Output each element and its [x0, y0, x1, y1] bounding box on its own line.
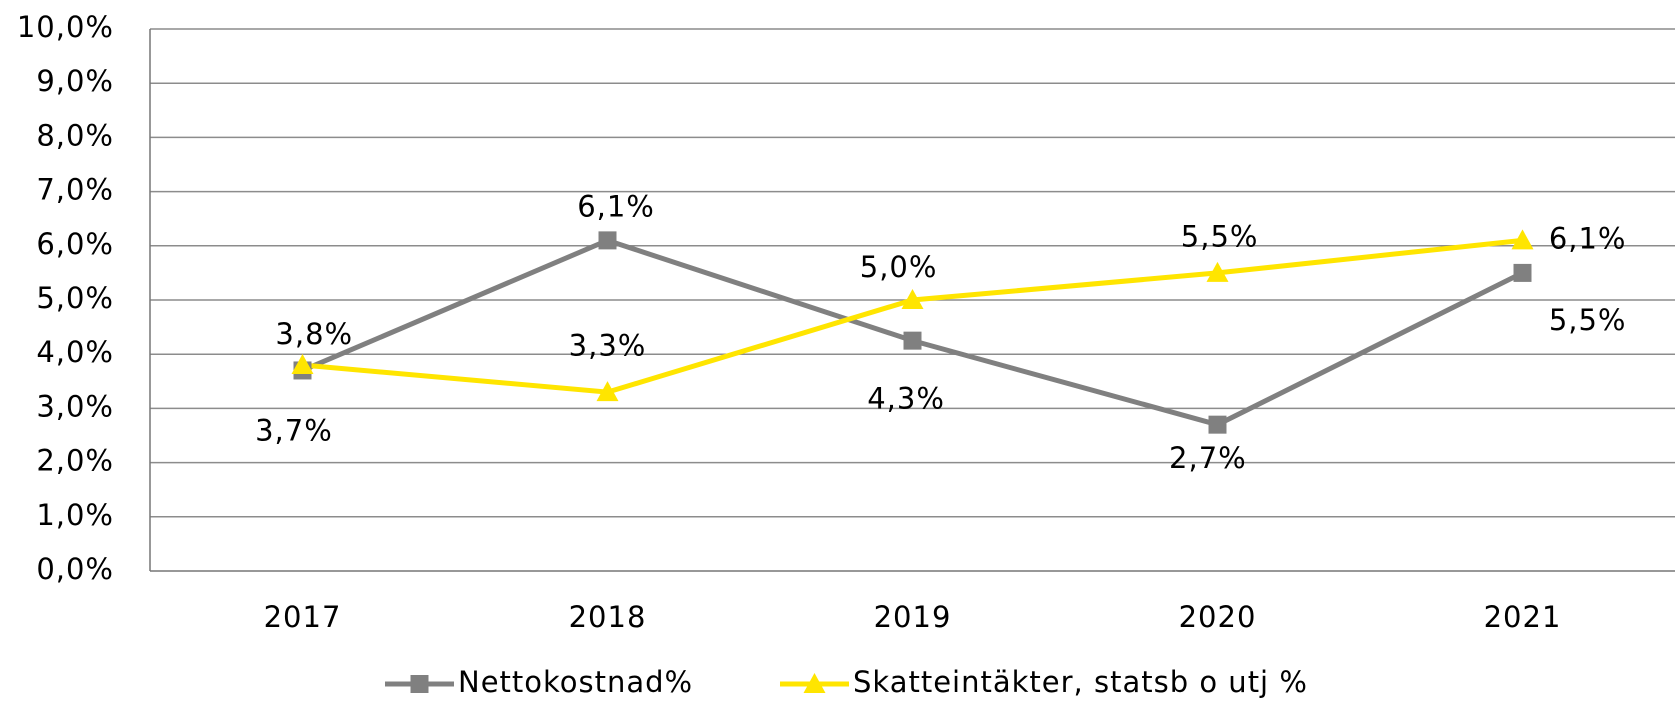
y-tick-label: 3,0%: [36, 389, 114, 423]
y-tick-label: 6,0%: [36, 227, 114, 261]
data-label: 5,5%: [1181, 220, 1259, 254]
data-label: 3,8%: [275, 317, 353, 351]
y-tick-label: 7,0%: [36, 173, 114, 207]
data-label: 4,3%: [867, 381, 945, 415]
data-point: [291, 354, 314, 375]
data-label: 5,0%: [860, 250, 938, 284]
legend-marker: [410, 675, 429, 693]
x-tick-label: 2021: [1484, 600, 1562, 634]
x-tick-label: 2019: [874, 600, 952, 634]
y-tick-label: 8,0%: [36, 118, 114, 152]
data-label: 5,5%: [1549, 303, 1627, 337]
data-label: 2,7%: [1169, 441, 1247, 475]
data-point: [903, 331, 922, 350]
data-label: 6,1%: [1549, 221, 1627, 255]
data-label: 3,3%: [569, 328, 647, 362]
data-point: [598, 231, 617, 250]
data-point: [1513, 263, 1532, 282]
data-point: [901, 289, 924, 309]
y-tick-label: 5,0%: [36, 281, 114, 315]
y-tick-label: 9,0%: [36, 64, 114, 98]
y-tick-label: 0,0%: [36, 552, 114, 586]
data-point: [1208, 415, 1227, 434]
legend-marker: [803, 673, 826, 693]
data-point: [596, 381, 619, 402]
x-tick-label: 2017: [264, 600, 342, 634]
data-point: [1206, 261, 1229, 282]
data-label: 6,1%: [577, 189, 655, 223]
y-tick-label: 2,0%: [36, 444, 114, 478]
y-tick-label: 4,0%: [36, 335, 114, 369]
y-tick-label: 1,0%: [36, 498, 114, 532]
data-point: [1511, 229, 1534, 250]
legend-label: Skatteintäkter, statsb o utj %: [853, 665, 1308, 699]
x-tick-label: 2020: [1179, 600, 1257, 634]
data-label: 3,7%: [255, 413, 333, 447]
x-tick-label: 2018: [569, 600, 647, 634]
y-tick-label: 10,0%: [17, 10, 114, 44]
legend-label: Nettokostnad%: [458, 665, 693, 699]
